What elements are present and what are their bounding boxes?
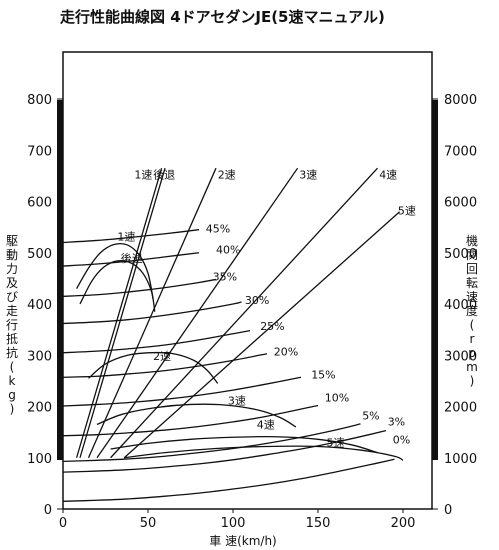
annotation-label: 25%	[260, 320, 284, 333]
resistance-curve	[62, 458, 395, 502]
annotation-label: 1速	[134, 168, 152, 181]
driving-force-curve	[88, 351, 219, 384]
x-tick-label: 150	[306, 516, 331, 531]
driving-force-curve	[79, 260, 156, 312]
engine-speed-line	[110, 167, 378, 459]
chart-title: 走行性能曲線図 4ドアセダンJE(5速マニュアル)	[60, 8, 385, 26]
annotation-label: 後退	[153, 167, 175, 181]
y-tick-label: 700	[27, 144, 52, 159]
engine-speed-line	[123, 211, 401, 459]
left-axis-bar	[57, 100, 63, 460]
y2-axis-label: 機関回転速度(r p m)	[466, 233, 478, 388]
annotation-label: 40%	[216, 243, 240, 256]
annotation-label: 2速	[218, 168, 236, 181]
annotation-label: 0%	[393, 433, 410, 446]
svg-text:駆動力及び走行抵抗(kg): 駆動力及び走行抵抗(k g)	[6, 234, 18, 416]
y-tick-label: 800	[27, 93, 52, 108]
resistance-curves	[62, 229, 395, 502]
driving-force-curves	[76, 243, 404, 461]
annotation-label: 3%	[388, 415, 405, 428]
y2-tick-label: 5000	[444, 247, 477, 262]
annotation-label: 5速	[327, 436, 345, 449]
resistance-curve	[62, 423, 361, 462]
annotation-label: 2速	[153, 350, 171, 363]
engine-speed-line	[96, 167, 299, 459]
y-axis-ticks: 0 100 200 300 400 500 600 700 800	[27, 93, 63, 518]
annotation-label: 15%	[311, 368, 335, 381]
x-tick-label: 50	[140, 516, 157, 531]
annotation-label: 5速	[398, 204, 416, 217]
svg-text:機関回転速度(rpm): 機関回転速度(r p m)	[466, 233, 478, 388]
annotation-label: 45%	[206, 222, 230, 235]
annotation-label: 30%	[245, 294, 269, 307]
driving-force-curve	[96, 403, 297, 428]
driving-force-curve	[124, 445, 404, 461]
driving-force-curve	[76, 243, 154, 300]
y2-tick-label: 4000	[444, 298, 477, 313]
y-axis-label: 駆動力及び走行抵抗(k g)	[6, 234, 18, 416]
y2-axis-ticks: 0 1000 2000 3000 4000 5000 6000 7000 8000	[432, 93, 477, 518]
y2-tick-label: 8000	[444, 93, 477, 108]
right-axis-bar	[432, 100, 438, 460]
x-tick-label: 100	[221, 516, 246, 531]
resistance-curve	[62, 252, 200, 267]
annotation-label: 4速	[257, 419, 275, 432]
resistance-curve	[62, 229, 200, 244]
x-tick-label: 200	[391, 516, 416, 531]
y-tick-label: 500	[27, 247, 52, 262]
x-axis-ticks: 0 50 100 150 200	[59, 509, 416, 531]
resistance-curve	[62, 278, 217, 297]
resistance-curve	[62, 429, 387, 473]
annotation-label: 1速	[117, 230, 135, 243]
engine-speed-line	[75, 168, 163, 458]
y-tick-label: 100	[27, 452, 52, 467]
resistance-curve	[62, 376, 302, 407]
y2-tick-label: 7000	[444, 144, 477, 159]
annotation-label: 35%	[213, 270, 237, 283]
y2-tick-label: 3000	[444, 349, 477, 364]
y-tick-label: 0	[44, 503, 52, 518]
y-tick-label: 200	[27, 401, 52, 416]
x-axis-label: 車 速(km/h)	[209, 534, 276, 548]
annotation-label: 4速	[379, 168, 397, 181]
resistance-curve	[62, 330, 251, 354]
annotation-label: 3速	[299, 168, 317, 181]
annotation-label: 5%	[362, 409, 379, 422]
annotation-label: 後退	[121, 251, 143, 265]
x-tick-label: 0	[59, 516, 67, 531]
y2-tick-label: 0	[444, 503, 452, 518]
resistance-curve	[62, 404, 319, 437]
engine-speed-lines	[75, 167, 401, 459]
annotation-label: 20%	[274, 345, 298, 358]
y-tick-label: 400	[27, 298, 52, 313]
y-tick-label: 300	[27, 349, 52, 364]
resistance-curve	[62, 301, 242, 325]
y2-tick-label: 1000	[444, 452, 477, 467]
engine-speed-line	[87, 167, 217, 459]
y2-tick-label: 6000	[444, 196, 477, 211]
annotation-label: 3速	[228, 394, 246, 407]
engine-speed-line	[79, 168, 166, 458]
annotation-label: 10%	[325, 391, 349, 404]
annotations: 1速 後退 2速 3速 4速5速1速後退2速3速4速5速45%40%35%30%25%2…	[117, 167, 416, 449]
plot-frame	[62, 51, 433, 510]
driving-force-curve	[110, 435, 378, 454]
y2-tick-label: 2000	[444, 401, 477, 416]
y-tick-label: 600	[27, 196, 52, 211]
